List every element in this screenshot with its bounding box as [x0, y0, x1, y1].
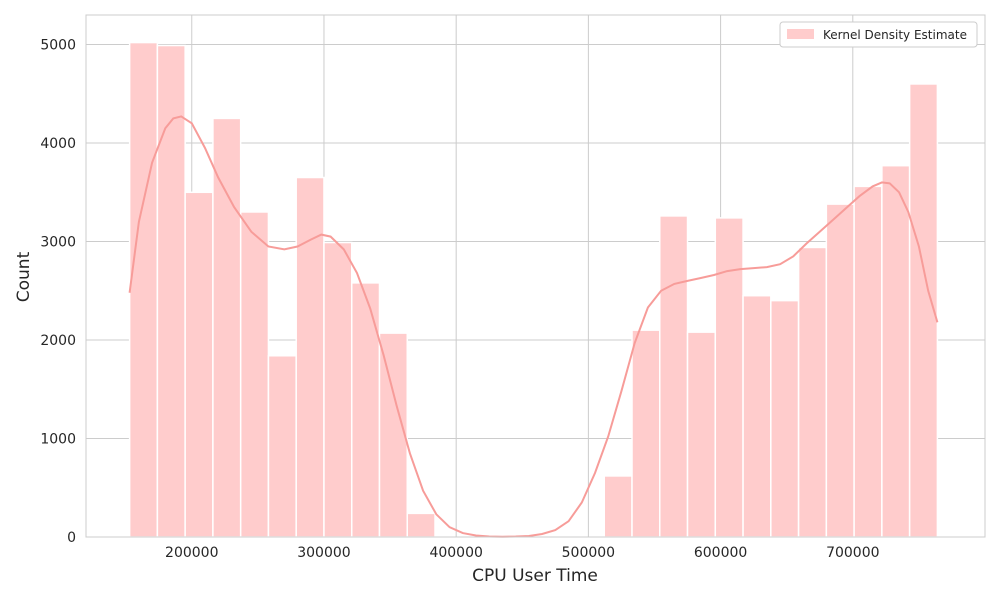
histogram-bars [128, 41, 939, 538]
histogram-bar [881, 164, 911, 538]
y-tick-labels: 0 1000 2000 3000 4000 5000 [40, 38, 76, 546]
y-tick-label: 3000 [40, 235, 76, 251]
x-tick-label: 400000 [429, 545, 482, 561]
y-axis-label: Count [14, 251, 34, 302]
legend-swatch [787, 29, 814, 39]
histogram-bar [128, 41, 159, 538]
legend-label: Kernel Density Estimate [823, 28, 967, 42]
y-tick-label: 4000 [40, 136, 76, 152]
histogram-bar [825, 203, 855, 538]
histogram-bar [686, 331, 717, 538]
legend-box [779, 21, 978, 48]
x-tick-label: 600000 [694, 545, 747, 561]
histogram-bar [797, 246, 828, 538]
histogram-bar [378, 332, 409, 538]
histogram-bar [350, 282, 381, 538]
histogram-bar [659, 215, 689, 538]
histogram-bar [406, 512, 436, 538]
x-tick-labels: 200000 300000 400000 500000 600000 700000 [165, 545, 879, 561]
histogram-bar [770, 299, 800, 538]
x-tick-label: 700000 [826, 545, 879, 561]
x-tick-label: 300000 [297, 545, 350, 561]
histogram-bar [853, 185, 883, 538]
histogram-bar [295, 176, 325, 538]
plot-frame [85, 14, 986, 538]
histogram-bar [239, 211, 270, 538]
y-tick-label: 1000 [40, 432, 76, 448]
histogram-bar [323, 241, 353, 538]
histogram-bar [267, 355, 297, 538]
legend: Kernel Density Estimate [779, 21, 978, 48]
x-axis-label: CPU User Time [472, 566, 598, 586]
histogram-bar [714, 217, 744, 538]
histogram-bar [212, 117, 242, 538]
kde-curve [128, 115, 939, 538]
histogram-bar [603, 475, 633, 538]
y-tick-label: 0 [67, 530, 76, 546]
histogram-bar [184, 191, 214, 538]
histogram-bar [908, 83, 939, 538]
histogram-bar [742, 294, 772, 538]
histogram-bar [631, 329, 661, 538]
y-tick-label: 5000 [40, 38, 76, 54]
x-tick-label: 200000 [165, 545, 218, 561]
histogram-bar [156, 44, 186, 538]
x-tick-label: 500000 [562, 545, 615, 561]
y-tick-label: 2000 [40, 333, 76, 349]
